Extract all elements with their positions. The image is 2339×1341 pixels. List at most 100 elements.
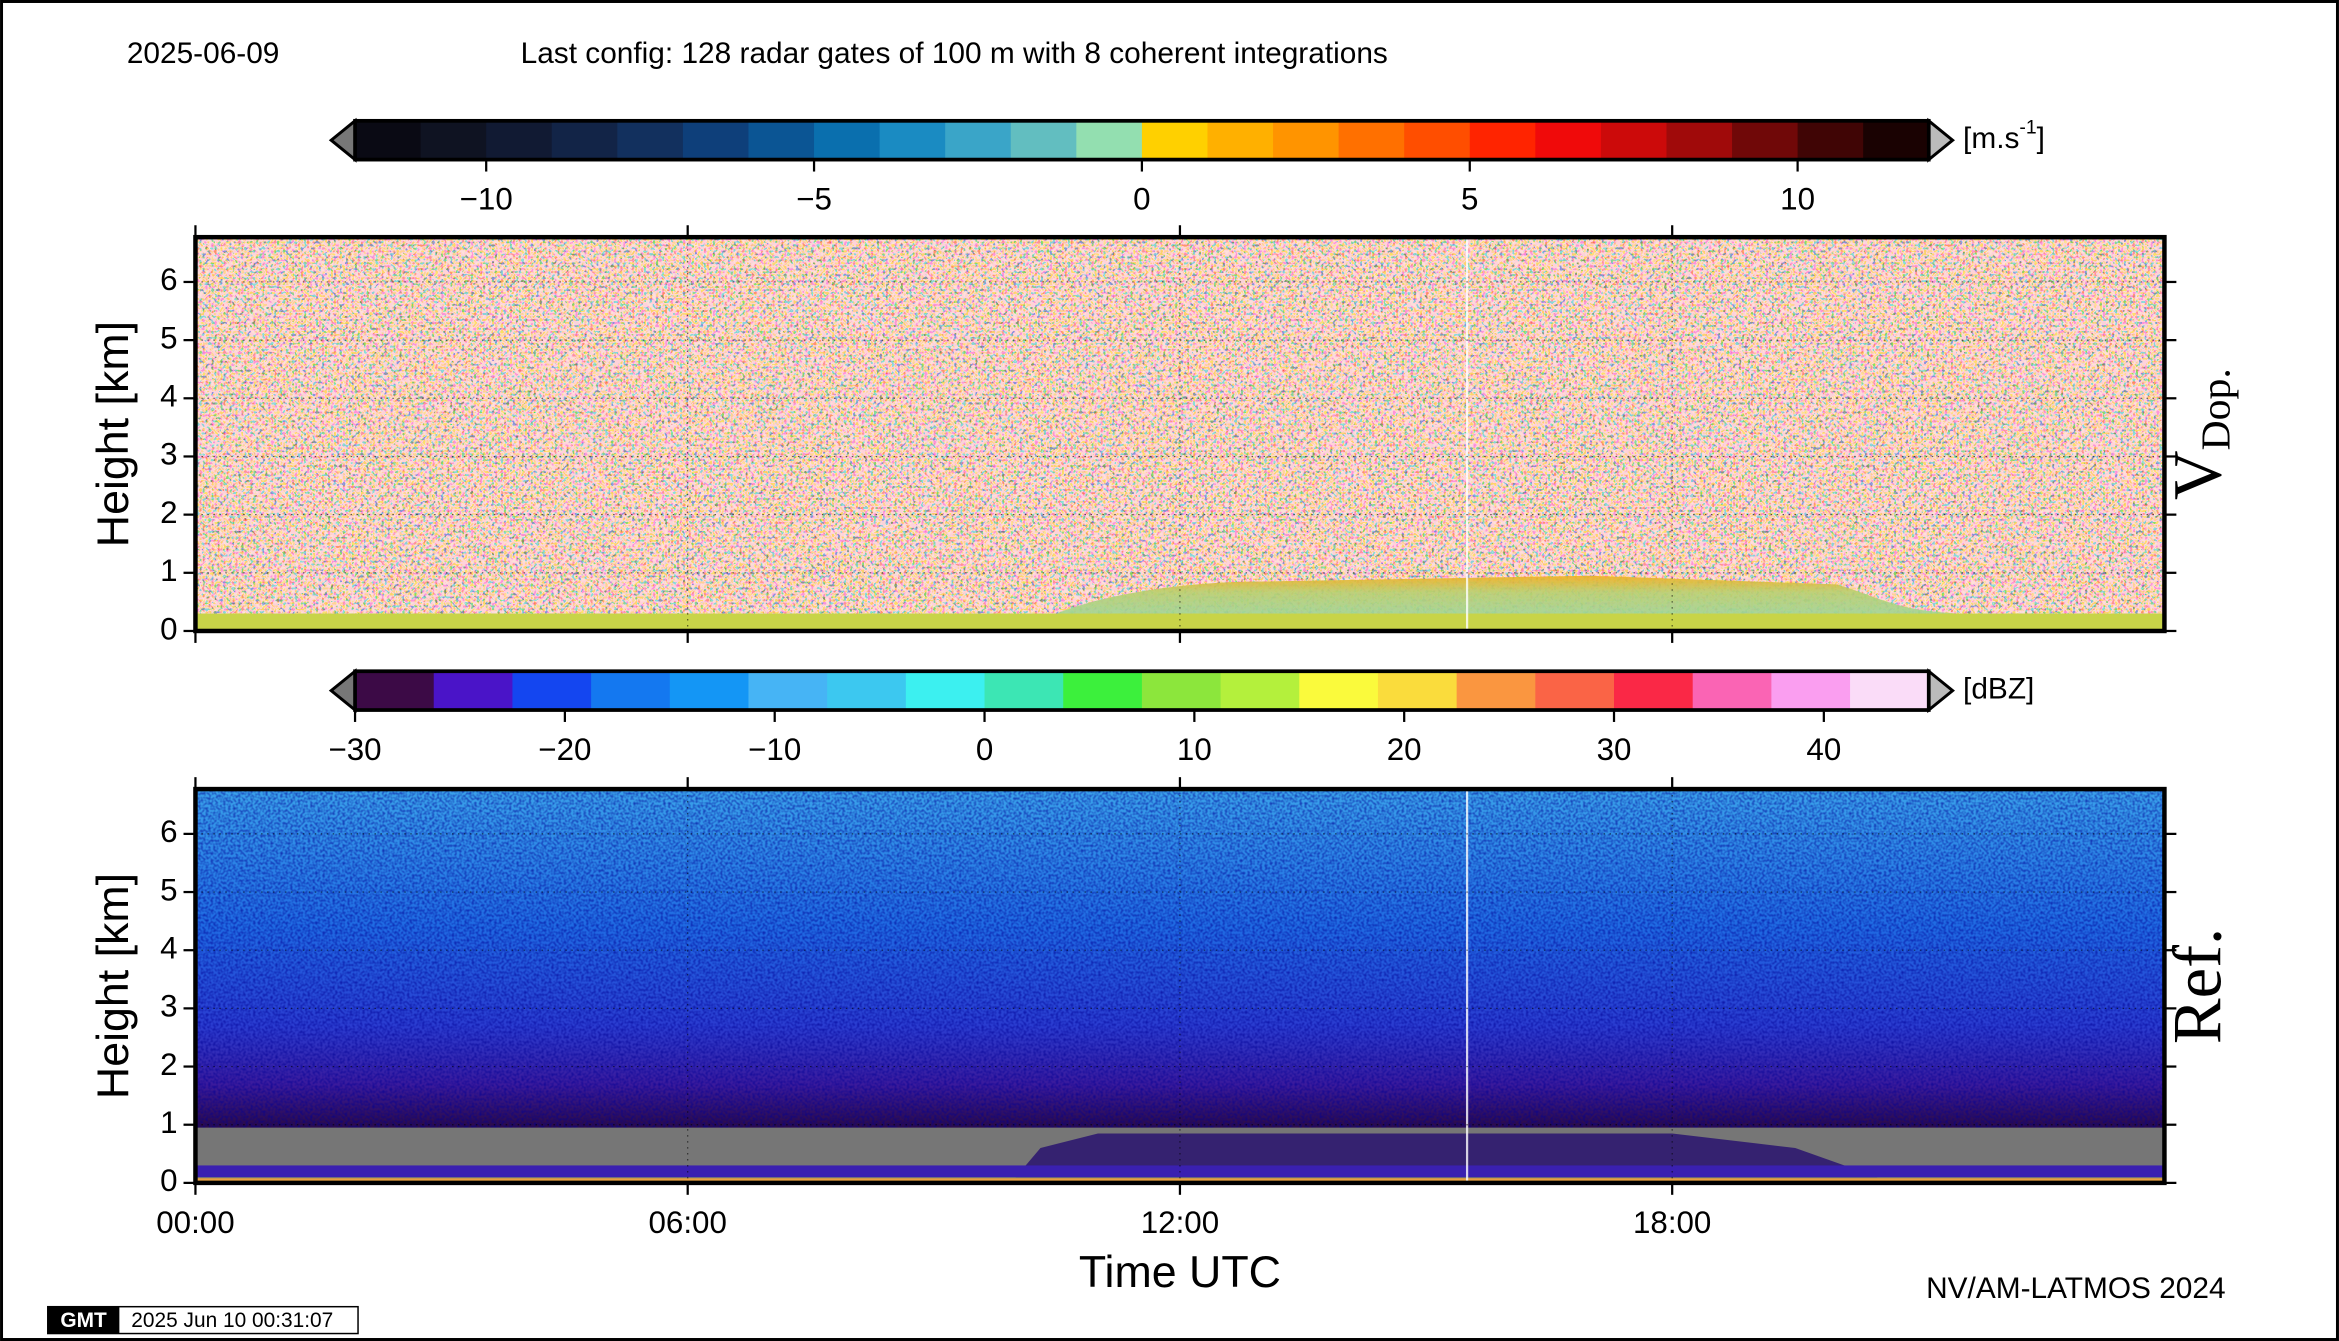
colorbar-under — [328, 668, 357, 714]
colorbar-segment — [591, 671, 671, 711]
colorbar-segment — [1010, 120, 1078, 160]
colorbar-segment — [1614, 671, 1694, 711]
y-tick-label: 0 — [160, 1163, 177, 1198]
colorbar-segment — [1141, 671, 1222, 711]
colorbar-segment — [617, 120, 684, 160]
y-tick-label: 4 — [160, 379, 177, 414]
y-axis-label: Height [km] — [88, 873, 138, 1099]
colorbar-segment — [1732, 120, 1799, 160]
colorbar-segment — [1469, 120, 1537, 160]
colorbar-segment — [512, 671, 592, 711]
surface-band — [195, 613, 2165, 631]
y-tick-label: 1 — [160, 1105, 177, 1140]
colorbar-segment — [420, 120, 487, 160]
colorbar-segment — [669, 671, 750, 711]
colorbar-under — [328, 117, 357, 163]
panel-label: VDop. — [2159, 368, 2239, 500]
colorbar-tick-label: 0 — [976, 732, 993, 767]
colorbar-unit: [m.s-1] — [1963, 116, 2045, 155]
credit: NV/AM-LATMOS 2024 — [1926, 1272, 2225, 1305]
colorbar-segment — [486, 120, 553, 160]
panel-label-sub: Dop. — [2193, 368, 2239, 450]
y-tick-label: 1 — [160, 553, 177, 588]
colorbar-segment — [1338, 120, 1405, 160]
y-tick-label: 5 — [160, 872, 177, 907]
colorbar-over — [1927, 668, 1955, 714]
colorbar-segment — [1771, 671, 1851, 711]
colorbar-segment — [1797, 120, 1864, 160]
x-tick-label: 18:00 — [1633, 1205, 1711, 1240]
colorbar-segment — [1377, 671, 1458, 711]
colorbar-unit: [dBZ] — [1963, 673, 2034, 706]
colorbar-segment — [1600, 120, 1668, 160]
y-tick-label: 3 — [160, 989, 177, 1024]
colorbar-tick-label: −30 — [328, 732, 381, 767]
colorbar-segment — [748, 120, 815, 160]
colorbar-segment — [1207, 120, 1274, 160]
y-axis-label: Height [km] — [88, 321, 138, 547]
colorbar-segment — [814, 120, 881, 160]
colorbar-segment — [1850, 671, 1930, 711]
colorbar-tick-label: 10 — [1780, 182, 1815, 217]
colorbar-segment — [984, 671, 1064, 711]
colorbar-tick-label: 30 — [1597, 732, 1632, 767]
colorbar-segment — [433, 671, 514, 711]
x-tick-label: 12:00 — [1141, 1205, 1219, 1240]
date: 2025-06-09 — [127, 37, 280, 70]
unit-main: [dBZ] — [1963, 673, 2034, 706]
panel-label: Ref. — [2159, 928, 2235, 1044]
y-tick-label: 3 — [160, 437, 177, 472]
colorbar-tick-label: 5 — [1461, 182, 1478, 217]
colorbar-tick-label: 20 — [1387, 732, 1422, 767]
colorbar-segment — [1404, 120, 1471, 160]
y-tick-label: 2 — [160, 495, 177, 530]
colorbar-segment — [682, 120, 750, 160]
colorbar-tick-label: 40 — [1806, 732, 1841, 767]
colorbar-segment — [1692, 671, 1773, 711]
colorbar-segment — [1666, 120, 1733, 160]
title: Last config: 128 radar gates of 100 m wi… — [521, 37, 1388, 70]
colorbar-segment — [1299, 671, 1379, 711]
colorbar-segment — [355, 120, 422, 160]
y-tick-label: 2 — [160, 1047, 177, 1082]
logo-box — [47, 1306, 120, 1334]
unit-end: ] — [2037, 122, 2045, 155]
colorbar-segment — [1220, 671, 1301, 711]
colorbar-segment — [1063, 671, 1143, 711]
timestamp: 2025 Jun 10 00:31:07 — [131, 1309, 333, 1332]
y-tick-label: 6 — [160, 814, 177, 849]
colorbar-frame — [353, 669, 1931, 712]
logo: GMT — [60, 1309, 107, 1332]
colorbar-segment — [1535, 671, 1615, 711]
colorbar-segment — [1535, 120, 1602, 160]
plot-frame — [193, 786, 2167, 1186]
colorbar-segment — [1141, 120, 1209, 160]
colorbar-segment — [879, 120, 946, 160]
colorbar-segment — [748, 671, 828, 711]
panel-label-main: Ref. — [2159, 928, 2235, 1044]
colorbar-tick-label: −10 — [748, 732, 801, 767]
surface-line — [195, 1178, 2165, 1183]
y-tick-label: 6 — [160, 262, 177, 297]
unit-sup: -1 — [2019, 116, 2036, 138]
colorbar-tick-label: 0 — [1133, 182, 1150, 217]
colorbar-segment — [1076, 120, 1143, 160]
x-tick-label: 00:00 — [156, 1205, 234, 1240]
x-axis-label: Time UTC — [1079, 1247, 1281, 1297]
x-tick-label: 06:00 — [649, 1205, 727, 1240]
colorbar-segment — [1456, 671, 1537, 711]
colorbar-tick-label: −5 — [796, 182, 832, 217]
colorbar-segment — [945, 120, 1012, 160]
plot-frame — [193, 234, 2167, 634]
unit-main: [m.s — [1963, 122, 2019, 155]
colorbar-tick-label: −10 — [460, 182, 513, 217]
colorbar-over — [1927, 117, 1955, 163]
colorbar-tick-label: −20 — [538, 732, 591, 767]
colorbar-segment — [827, 671, 907, 711]
colorbar-segment — [355, 671, 435, 711]
colorbar-segment — [905, 671, 986, 711]
colorbar-segment — [1863, 120, 1930, 160]
colorbar-segment — [551, 120, 619, 160]
y-tick-label: 4 — [160, 930, 177, 965]
